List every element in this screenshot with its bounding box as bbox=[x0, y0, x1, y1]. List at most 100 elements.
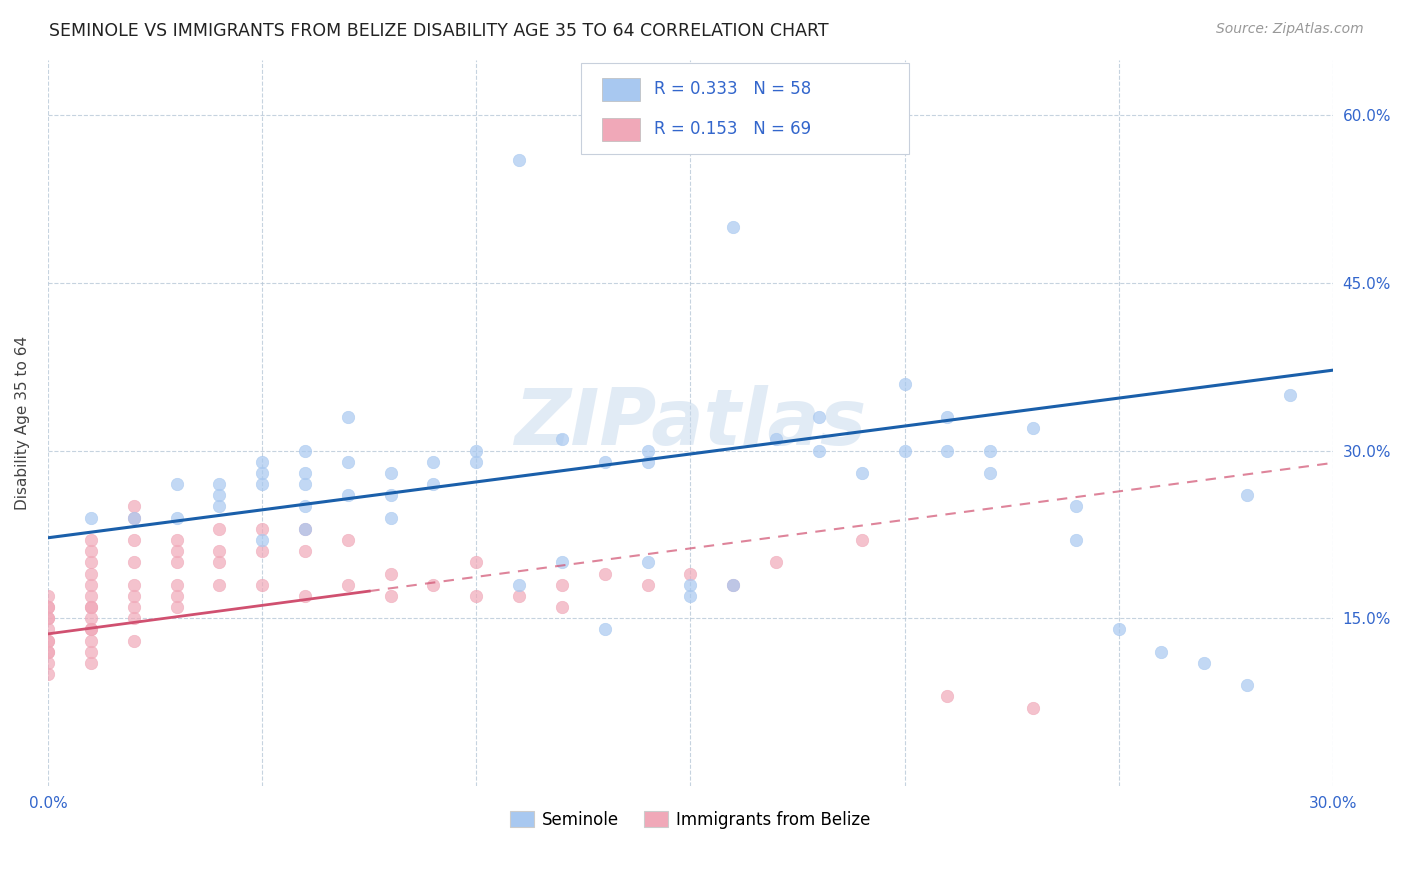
Point bbox=[250, 466, 273, 480]
Point bbox=[250, 533, 273, 547]
Point bbox=[80, 544, 103, 558]
Point bbox=[765, 433, 787, 447]
Point bbox=[80, 555, 103, 569]
Point bbox=[679, 589, 702, 603]
Point bbox=[80, 633, 103, 648]
Point bbox=[551, 577, 574, 591]
Point bbox=[294, 522, 316, 536]
Point bbox=[122, 589, 145, 603]
Point bbox=[80, 623, 103, 637]
Point bbox=[593, 623, 616, 637]
Point bbox=[1108, 623, 1130, 637]
Point bbox=[208, 544, 231, 558]
Point bbox=[422, 455, 444, 469]
Point bbox=[37, 633, 59, 648]
Point bbox=[294, 443, 316, 458]
Point bbox=[1278, 388, 1301, 402]
Point bbox=[250, 577, 273, 591]
Point bbox=[37, 645, 59, 659]
Point bbox=[166, 510, 188, 524]
Point bbox=[465, 555, 488, 569]
Point bbox=[893, 376, 915, 391]
Point bbox=[380, 510, 402, 524]
Point bbox=[723, 220, 745, 235]
Point bbox=[122, 510, 145, 524]
Point bbox=[551, 433, 574, 447]
Point bbox=[336, 488, 359, 502]
Point bbox=[80, 510, 103, 524]
Point bbox=[380, 488, 402, 502]
Point bbox=[250, 522, 273, 536]
Point bbox=[1236, 488, 1258, 502]
Point bbox=[37, 611, 59, 625]
Point bbox=[336, 577, 359, 591]
Point bbox=[936, 443, 959, 458]
Point bbox=[294, 466, 316, 480]
Point bbox=[979, 466, 1001, 480]
Point bbox=[679, 577, 702, 591]
Point bbox=[723, 577, 745, 591]
Point bbox=[166, 577, 188, 591]
Point bbox=[80, 623, 103, 637]
Point bbox=[80, 577, 103, 591]
Point bbox=[294, 477, 316, 491]
Point bbox=[637, 443, 659, 458]
Point bbox=[166, 477, 188, 491]
Point bbox=[37, 656, 59, 670]
Point bbox=[80, 566, 103, 581]
Point bbox=[122, 533, 145, 547]
Point bbox=[80, 600, 103, 615]
Point bbox=[1194, 656, 1216, 670]
Point bbox=[893, 443, 915, 458]
Point bbox=[294, 544, 316, 558]
Point bbox=[166, 544, 188, 558]
Text: R = 0.333   N = 58: R = 0.333 N = 58 bbox=[654, 80, 811, 98]
Point bbox=[80, 611, 103, 625]
Point bbox=[1022, 421, 1045, 435]
Point bbox=[166, 589, 188, 603]
Point bbox=[122, 577, 145, 591]
Point bbox=[250, 477, 273, 491]
Point bbox=[122, 500, 145, 514]
Point bbox=[336, 455, 359, 469]
Point bbox=[37, 600, 59, 615]
FancyBboxPatch shape bbox=[581, 63, 908, 154]
Point bbox=[80, 645, 103, 659]
Point bbox=[593, 455, 616, 469]
Point bbox=[851, 533, 873, 547]
Point bbox=[122, 600, 145, 615]
Point bbox=[166, 555, 188, 569]
Point bbox=[122, 510, 145, 524]
Point bbox=[37, 645, 59, 659]
Y-axis label: Disability Age 35 to 64: Disability Age 35 to 64 bbox=[15, 335, 30, 509]
Text: SEMINOLE VS IMMIGRANTS FROM BELIZE DISABILITY AGE 35 TO 64 CORRELATION CHART: SEMINOLE VS IMMIGRANTS FROM BELIZE DISAB… bbox=[49, 22, 828, 40]
Point bbox=[637, 555, 659, 569]
Point bbox=[250, 544, 273, 558]
Point bbox=[80, 589, 103, 603]
Point bbox=[336, 533, 359, 547]
Point bbox=[936, 690, 959, 704]
Point bbox=[166, 600, 188, 615]
Point bbox=[508, 577, 530, 591]
Point bbox=[508, 153, 530, 168]
Point bbox=[37, 611, 59, 625]
Point bbox=[294, 589, 316, 603]
Point bbox=[1022, 700, 1045, 714]
Point bbox=[422, 577, 444, 591]
Point bbox=[208, 488, 231, 502]
Point bbox=[37, 589, 59, 603]
Point bbox=[80, 600, 103, 615]
Point bbox=[807, 410, 830, 425]
Point bbox=[37, 623, 59, 637]
Point bbox=[551, 555, 574, 569]
Point bbox=[37, 600, 59, 615]
Point bbox=[380, 589, 402, 603]
Point bbox=[637, 455, 659, 469]
Point bbox=[122, 555, 145, 569]
Legend: Seminole, Immigrants from Belize: Seminole, Immigrants from Belize bbox=[503, 805, 877, 836]
Point bbox=[37, 667, 59, 681]
Point bbox=[208, 555, 231, 569]
Point bbox=[80, 656, 103, 670]
FancyBboxPatch shape bbox=[602, 118, 640, 141]
Point bbox=[80, 533, 103, 547]
